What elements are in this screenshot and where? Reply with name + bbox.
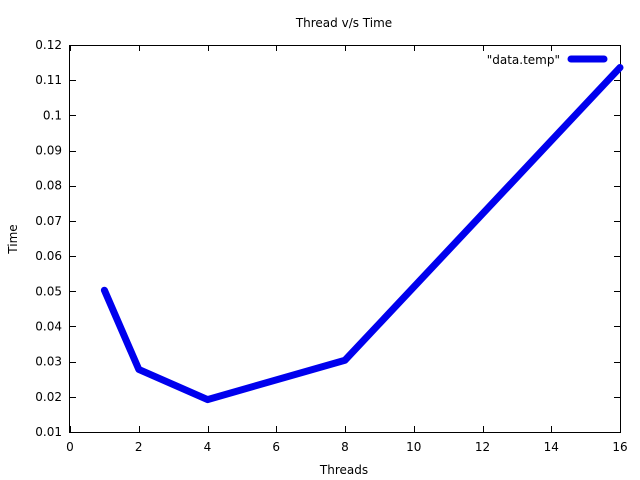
y-tick-label: 0.07: [35, 214, 62, 228]
x-tick-label: 14: [544, 440, 559, 454]
x-tick-label: 2: [135, 440, 143, 454]
x-tick-label: 6: [272, 440, 280, 454]
y-tick-label: 0.04: [35, 319, 62, 333]
y-tick-label: 0.01: [35, 425, 62, 439]
legend: "data.temp": [487, 53, 608, 67]
x-tick-label: 4: [204, 440, 212, 454]
x-axis-ticks: 0 2 4 6 8 10 12 14 16: [66, 45, 628, 454]
x-axis-label: Threads: [319, 463, 368, 477]
x-tick-label: 12: [475, 440, 490, 454]
y-tick-label: 0.1: [43, 108, 62, 122]
x-tick-label: 10: [406, 440, 421, 454]
y-axis-ticks: 0.01 0.02 0.03 0.04 0.05 0.06 0.07 0.08 0.09 0.1 0…: [35, 38, 620, 439]
chart-title: Thread v/s Time: [295, 16, 392, 30]
series-line: [100, 64, 624, 404]
y-tick-label: 0.09: [35, 144, 62, 158]
x-tick-label: 0: [66, 440, 74, 454]
x-tick-label: 8: [341, 440, 349, 454]
x-tick-label: 16: [612, 440, 627, 454]
y-tick-label: 0.03: [35, 355, 62, 369]
legend-label: "data.temp": [487, 53, 560, 67]
y-tick-label: 0.06: [35, 249, 62, 263]
y-tick-label: 0.12: [35, 38, 62, 52]
y-tick-label: 0.11: [35, 73, 62, 87]
y-axis-label: Time: [6, 224, 20, 254]
y-tick-label: 0.02: [35, 390, 62, 404]
y-tick-label: 0.05: [35, 284, 62, 298]
series-layer: [100, 64, 624, 404]
y-tick-label: 0.08: [35, 179, 62, 193]
